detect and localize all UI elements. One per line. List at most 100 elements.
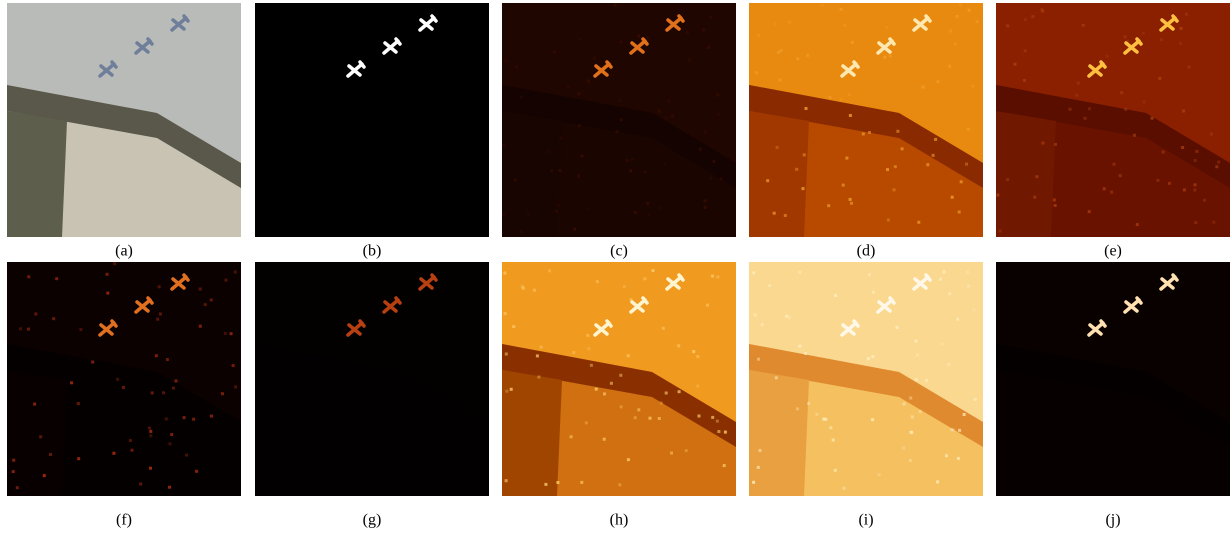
texture-speck <box>834 294 837 297</box>
building-area <box>255 111 315 237</box>
texture-speck <box>1151 117 1154 120</box>
texture-speck <box>548 150 551 153</box>
texture-speck <box>536 354 539 357</box>
texture-speck <box>577 175 580 178</box>
texture-speck <box>776 146 779 149</box>
texture-speck <box>952 429 955 432</box>
texture-speck <box>871 355 874 358</box>
texture-speck <box>16 486 19 489</box>
texture-speck <box>867 357 870 360</box>
texture-speck <box>1006 24 1009 27</box>
texture-speck <box>1136 223 1139 226</box>
texture-speck <box>637 34 640 37</box>
texture-speck <box>195 470 198 473</box>
texture-speck <box>224 332 227 335</box>
texture-speck <box>139 483 142 486</box>
texture-speck <box>851 41 854 44</box>
texture-speck <box>883 56 886 59</box>
texture-speck <box>1041 8 1044 11</box>
texture-speck <box>960 180 963 183</box>
texture-speck <box>505 390 508 393</box>
texture-speck <box>917 221 920 224</box>
texture-speck <box>192 418 195 421</box>
texture-speck <box>919 410 922 413</box>
texture-speck <box>886 168 889 171</box>
texture-speck <box>1194 159 1197 162</box>
texture-speck <box>620 118 623 121</box>
image-panel <box>502 3 736 237</box>
texture-speck <box>932 154 935 157</box>
texture-speck <box>798 345 801 348</box>
texture-speck <box>573 228 576 231</box>
texture-speck <box>868 131 871 134</box>
texture-speck <box>49 453 52 456</box>
texture-speck <box>581 155 584 158</box>
texture-speck <box>780 49 783 52</box>
texture-speck <box>795 168 798 171</box>
texture-speck <box>199 288 202 291</box>
texture-speck <box>1042 142 1045 145</box>
texture-speck <box>556 204 559 207</box>
texture-speck <box>55 277 58 280</box>
texture-speck <box>1188 66 1191 69</box>
texture-speck <box>704 130 707 133</box>
texture-speck <box>550 169 553 172</box>
texture-speck <box>936 480 939 483</box>
texture-speck <box>849 198 852 201</box>
texture-speck <box>39 435 42 438</box>
texture-speck <box>106 292 109 295</box>
texture-speck <box>709 177 712 180</box>
image-panel <box>255 3 489 237</box>
texture-speck <box>757 466 760 469</box>
texture-speck <box>948 292 951 295</box>
texture-speck <box>619 374 622 377</box>
texture-speck <box>504 312 507 315</box>
texture-speck <box>1194 221 1197 224</box>
texture-speck <box>934 138 937 141</box>
texture-speck <box>967 128 970 131</box>
texture-speck <box>567 86 570 89</box>
texture-speck <box>627 354 630 357</box>
texture-speck <box>785 315 788 318</box>
texture-speck <box>19 327 22 330</box>
texture-speck <box>502 213 505 216</box>
image-panel <box>7 262 241 496</box>
texture-speck <box>643 277 646 280</box>
panel-label: (c) <box>610 243 628 260</box>
texture-speck <box>652 269 655 272</box>
texture-speck <box>707 46 710 49</box>
texture-speck <box>1033 196 1036 199</box>
texture-speck <box>77 457 80 460</box>
texture-speck <box>939 278 942 281</box>
texture-speck <box>665 392 668 395</box>
texture-speck <box>717 430 720 433</box>
texture-speck <box>658 417 661 420</box>
texture-speck <box>1014 63 1017 66</box>
texture-speck <box>909 459 912 462</box>
texture-speck <box>52 317 55 320</box>
texture-speck <box>175 379 178 382</box>
texture-speck <box>1023 79 1026 82</box>
texture-speck <box>1024 49 1027 52</box>
building-area <box>255 370 315 496</box>
texture-speck <box>79 328 82 331</box>
texture-speck <box>629 169 632 172</box>
texture-speck <box>711 275 714 278</box>
texture-speck <box>802 187 805 190</box>
texture-speck <box>775 376 778 379</box>
texture-speck <box>1181 146 1184 149</box>
texture-speck <box>806 54 809 57</box>
building-area <box>996 111 1056 237</box>
texture-speck <box>815 413 818 416</box>
panel-label: (g) <box>363 512 382 529</box>
texture-speck <box>805 107 808 110</box>
texture-speck <box>1024 18 1027 21</box>
texture-speck <box>185 454 188 457</box>
texture-speck <box>966 271 969 274</box>
texture-speck <box>619 41 622 44</box>
texture-speck <box>521 285 524 288</box>
texture-speck <box>788 21 791 24</box>
texture-speck <box>1182 110 1185 113</box>
texture-speck <box>958 211 961 214</box>
texture-speck <box>224 279 227 282</box>
